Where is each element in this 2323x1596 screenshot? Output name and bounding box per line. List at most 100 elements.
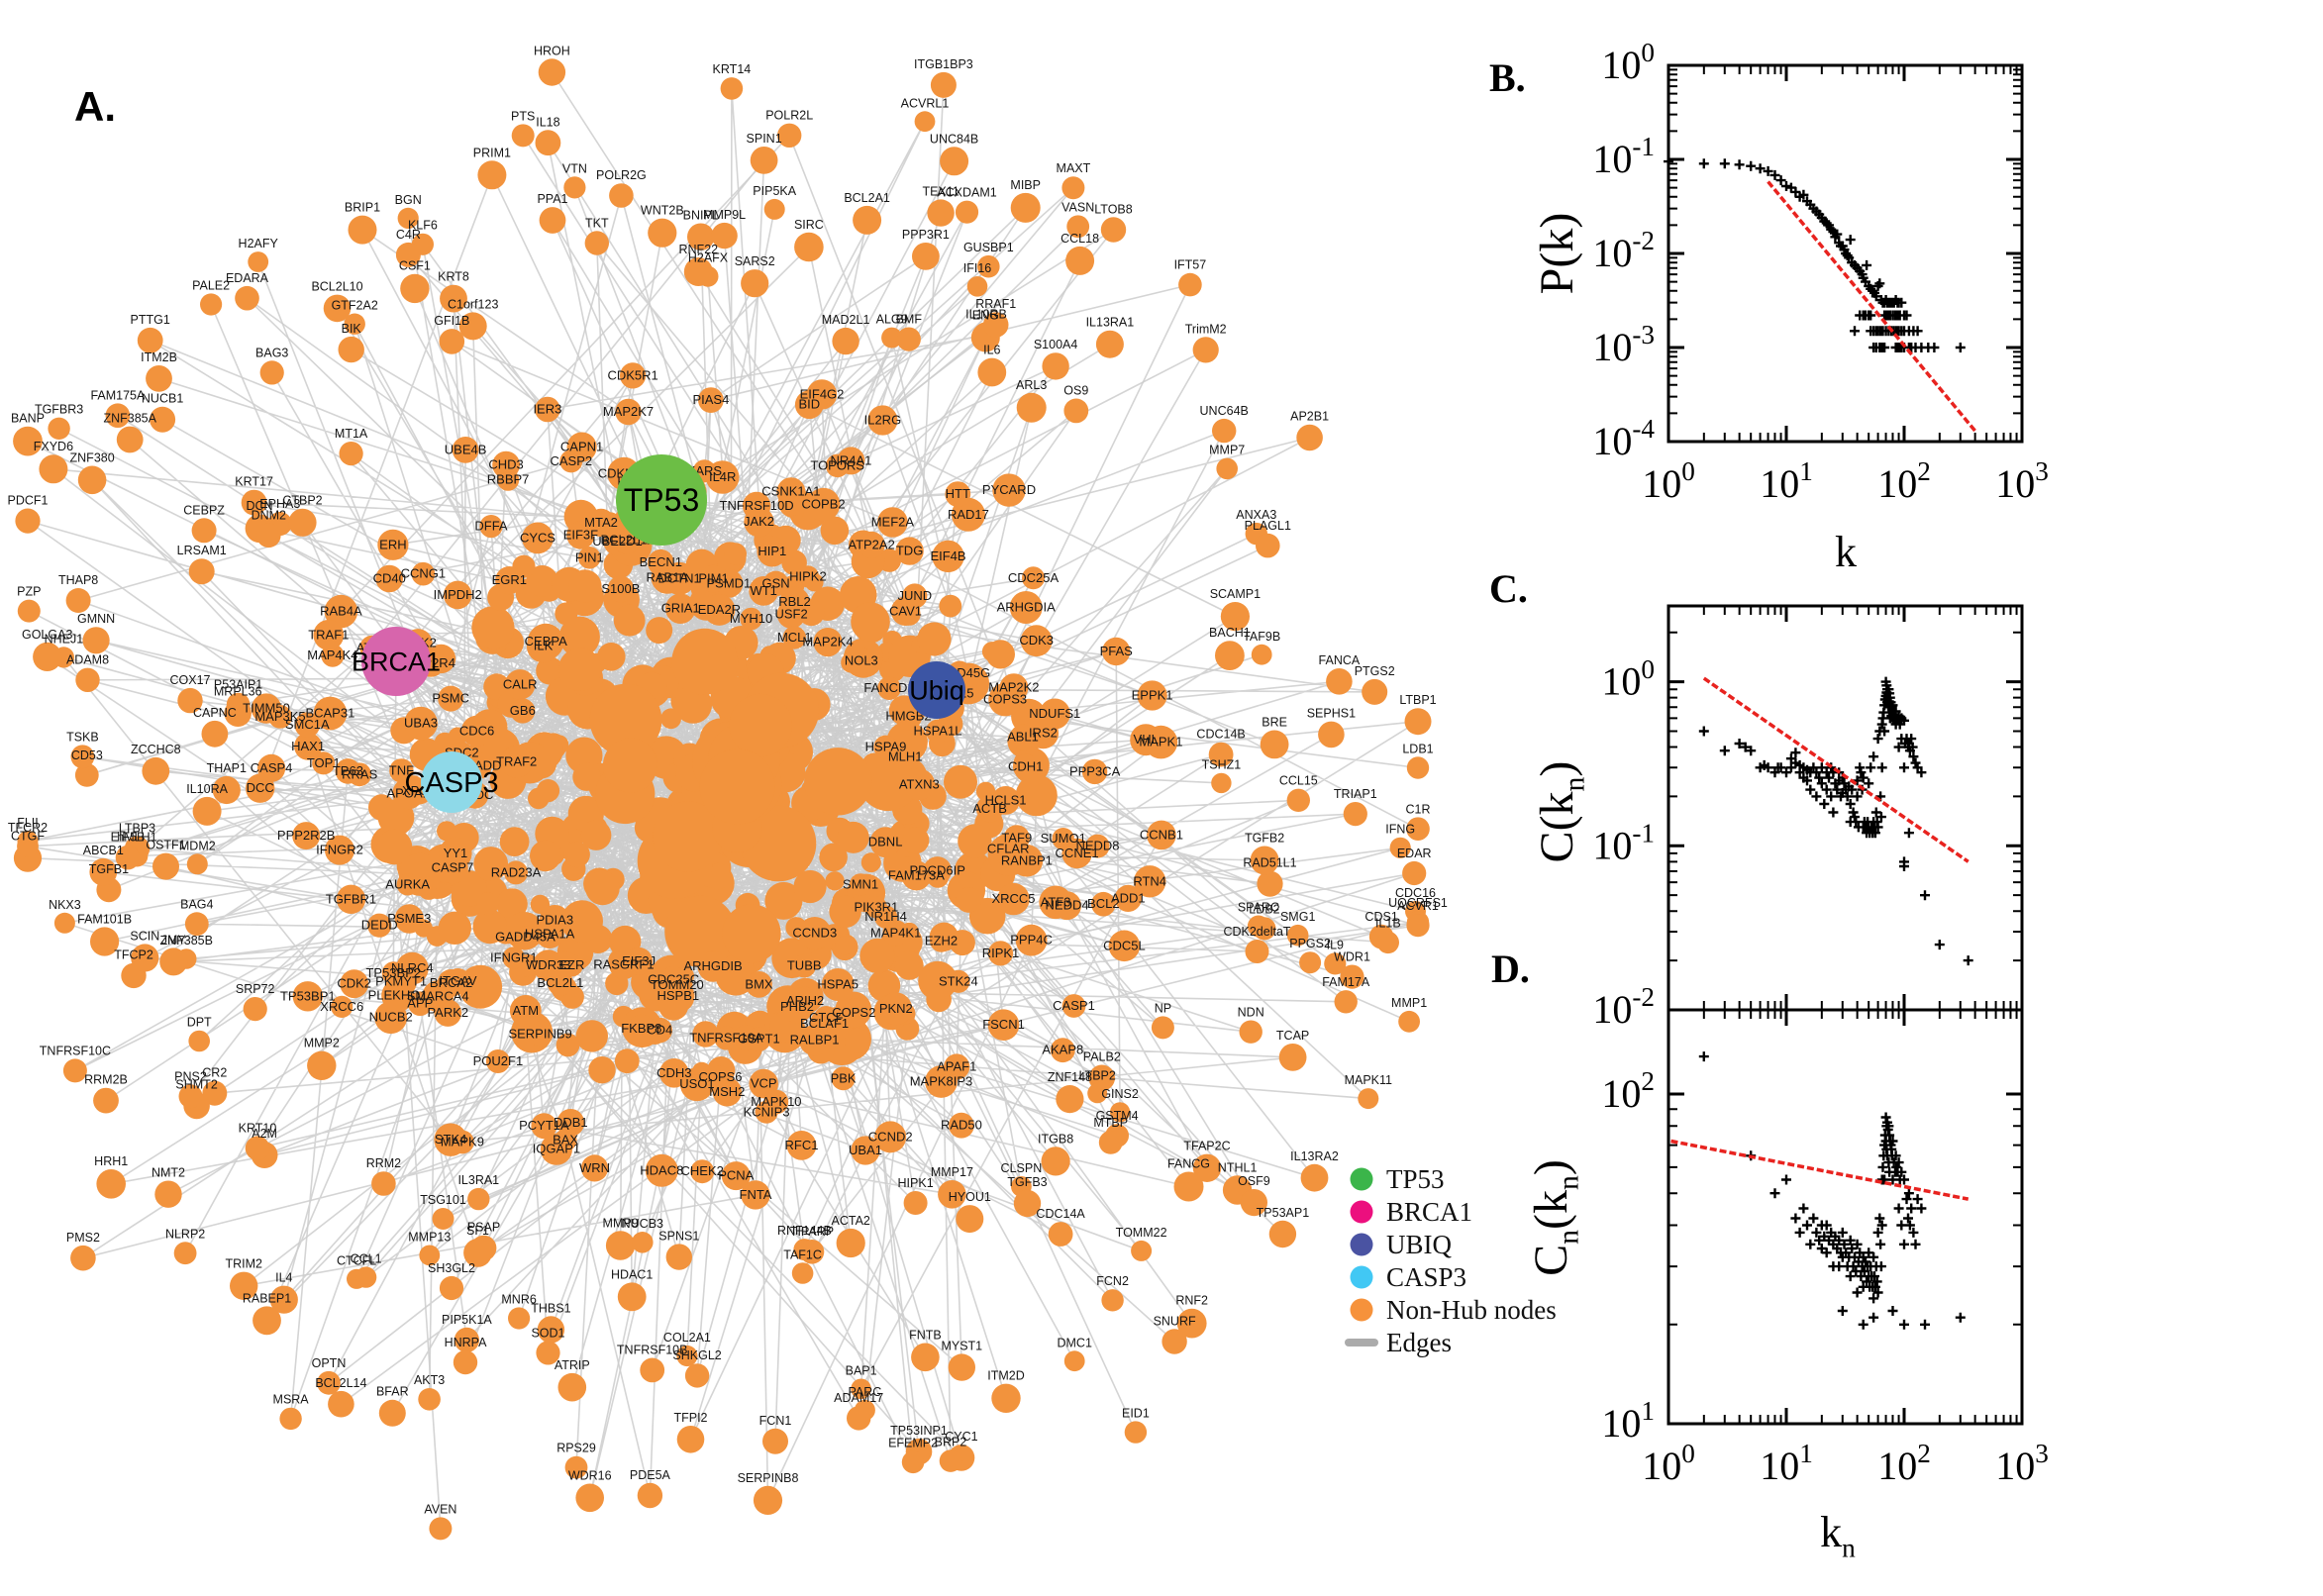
network-node	[375, 564, 404, 593]
minor-ticks	[1668, 1010, 2022, 1424]
gene-label: BCL2L10	[311, 280, 362, 294]
network-node	[408, 991, 433, 1016]
gene-label: MDM2	[179, 839, 216, 852]
network-node	[992, 473, 1026, 507]
major-ticks	[1666, 1010, 2024, 1426]
gene-label: BANP	[11, 412, 45, 426]
gene-label: HAX1	[291, 739, 325, 753]
network-node	[1012, 753, 1039, 780]
charts-column: 100 101 102 10310010-110-210-310-4kP(k)1001…	[1525, 38, 2049, 1562]
network-node	[508, 1307, 531, 1330]
gene-label: ZNF380	[70, 451, 115, 465]
gene-label: HSPB1	[656, 988, 699, 1003]
gene-label: BNIPL	[683, 209, 719, 223]
gene-label: AKAP8	[1042, 1043, 1083, 1057]
network-node	[944, 764, 977, 799]
tick-label: 101	[1601, 1396, 1655, 1446]
gene-label: DDB1	[554, 1115, 588, 1130]
network-node	[589, 683, 662, 756]
gene-label: TDG	[896, 544, 923, 558]
network-node	[1362, 678, 1388, 705]
network-node	[116, 426, 144, 453]
network-node	[1101, 1289, 1124, 1312]
network-node	[1240, 1189, 1267, 1217]
gene-label: APOA1	[387, 786, 430, 801]
gene-label: PPP4C	[1010, 933, 1053, 948]
gene-label: CCND3	[792, 926, 837, 941]
gene-label: DMC1	[1057, 1336, 1091, 1349]
network-node	[328, 1390, 354, 1418]
network-node	[269, 1285, 298, 1314]
network-node	[39, 454, 68, 484]
gene-label: BRCA2	[430, 975, 472, 990]
network-node	[1178, 272, 1202, 297]
fit-line	[1767, 180, 1976, 433]
gene-label: ARIH2	[786, 993, 824, 1008]
gene-label: CASP2	[550, 453, 592, 468]
gene-label: RTN4	[1133, 873, 1166, 888]
gene-label: PRIM1	[473, 146, 511, 159]
gene-label: NUCB2	[369, 1010, 413, 1025]
network-node	[926, 986, 952, 1013]
tick-label: 102	[1877, 456, 1931, 506]
tick-label: 10-1	[1592, 132, 1655, 181]
gene-label: CYCS	[520, 530, 556, 545]
gene-label: BECN1	[640, 554, 682, 569]
gene-label: TOP1	[307, 755, 341, 770]
gene-label: TOPORS	[810, 457, 864, 472]
gene-label: NHEJ1	[45, 632, 84, 646]
network-node	[930, 929, 953, 952]
network-node	[806, 487, 841, 522]
gene-label: PALB2	[1083, 1050, 1121, 1064]
gene-label: JAK2	[744, 514, 774, 529]
network-node	[558, 616, 600, 657]
gene-label: FNTB	[909, 1329, 942, 1343]
gene-label: MMP7	[1209, 444, 1245, 457]
gene-label: WNT2B	[641, 204, 684, 218]
gene-label: EIF4B	[930, 549, 965, 563]
network-node	[640, 1357, 665, 1383]
network-node	[186, 853, 208, 875]
network-node	[790, 986, 820, 1016]
network-node	[956, 1205, 984, 1234]
hub-label-brca1: BRCA1	[352, 647, 441, 676]
network-node	[762, 1428, 788, 1454]
gene-label: TRIM2	[225, 1257, 262, 1271]
gene-label: NKX3	[49, 898, 81, 912]
network-node	[607, 575, 635, 603]
gene-label: CAV1	[889, 603, 922, 618]
network-node	[664, 895, 737, 968]
panel-c-label: C.	[1489, 566, 1528, 611]
network-node	[90, 927, 120, 956]
network-node	[873, 735, 898, 759]
gene-label: COL2A1	[663, 1331, 711, 1345]
tick-label: 100	[1601, 654, 1655, 704]
gene-label: MAD2L1	[822, 313, 870, 327]
network-node	[377, 529, 409, 560]
gene-label: PLAGL1	[1245, 519, 1291, 533]
gene-label: C4R	[396, 228, 421, 242]
gene-label: SCAMP1	[1210, 587, 1261, 601]
network-node	[201, 720, 229, 748]
network-node	[849, 873, 872, 896]
network-node	[1020, 625, 1053, 657]
network-node	[985, 640, 1015, 669]
gene-label: MAP2K7	[603, 404, 654, 419]
network-node	[325, 835, 354, 865]
gene-label: NLRP2	[165, 1227, 205, 1241]
gene-label: ARHGDIA	[997, 600, 1057, 615]
network-node	[65, 588, 91, 613]
gene-label: CCL1	[351, 1251, 382, 1265]
gene-label: RRAS	[342, 766, 377, 781]
network-node	[744, 507, 774, 538]
gene-label: EIF3F	[563, 528, 598, 543]
gene-label: CCL18	[1060, 232, 1099, 246]
network-node	[1010, 192, 1041, 223]
network-node	[753, 1485, 783, 1515]
gene-label: LTOB8	[1094, 202, 1132, 216]
network-node	[212, 775, 241, 805]
gene-label: PTGS2	[1355, 664, 1395, 678]
network-node	[1108, 930, 1141, 962]
gene-label: THBS1	[531, 1301, 570, 1315]
panel-a-label: A.	[74, 83, 116, 130]
